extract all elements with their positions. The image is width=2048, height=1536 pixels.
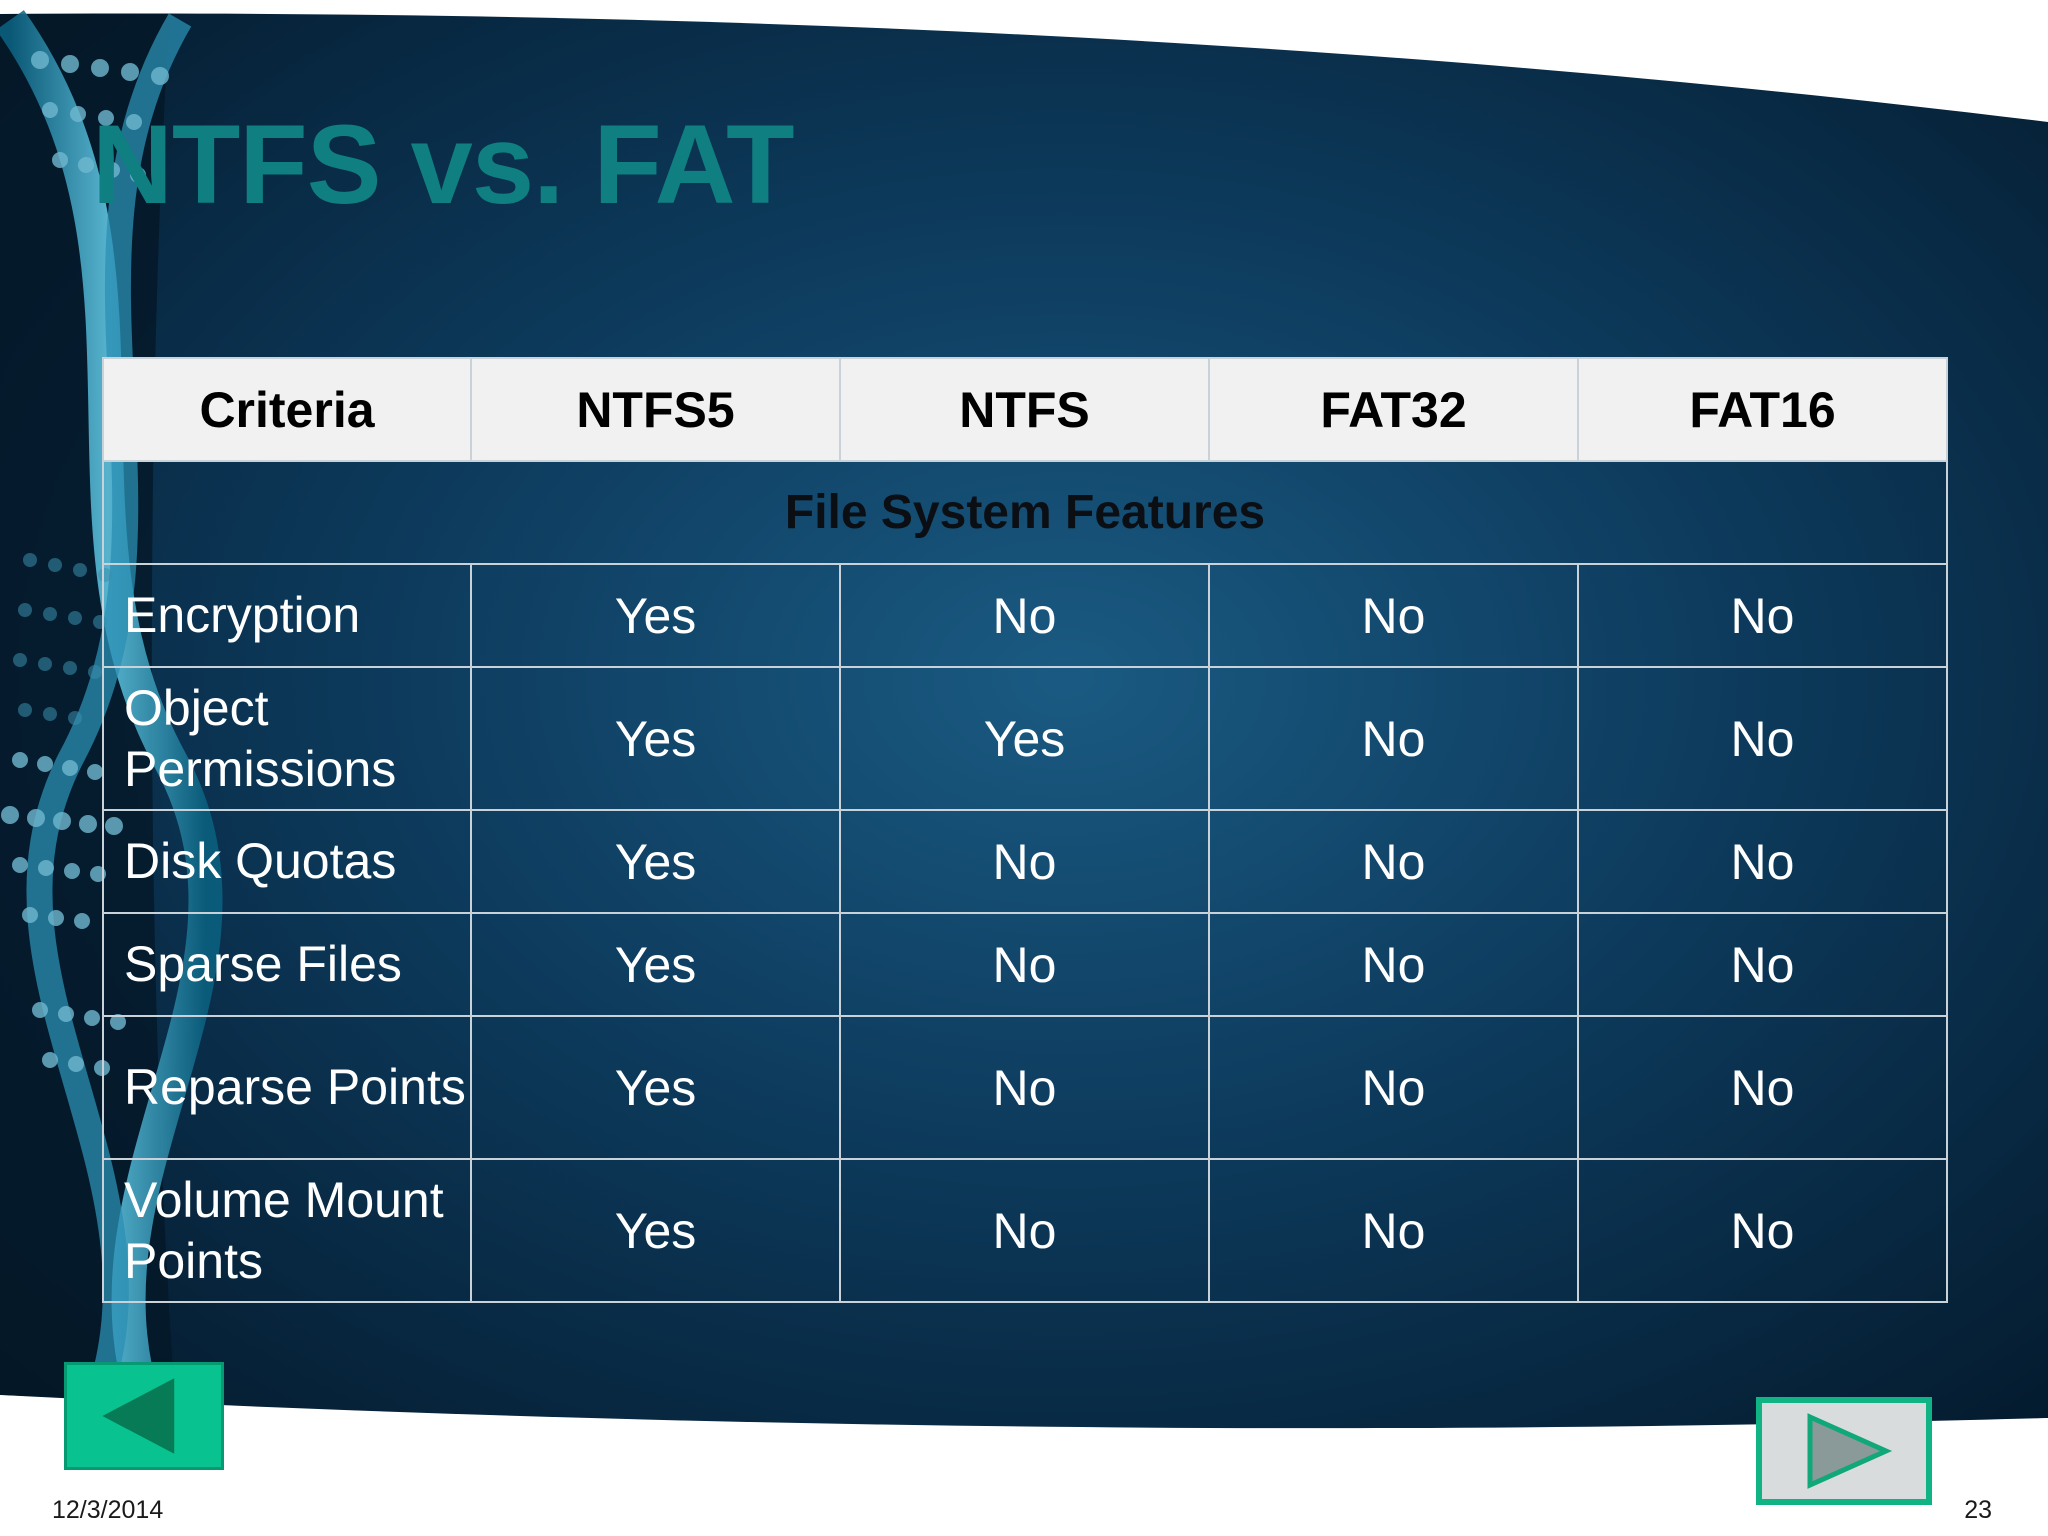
table-row: Object Permissions Yes Yes No No xyxy=(102,666,1948,811)
column-header-fat32: FAT32 xyxy=(1208,357,1579,462)
slide-date: 12/3/2014 xyxy=(52,1496,164,1524)
ntfs-cell: No xyxy=(839,1158,1210,1303)
column-header-ntfs: NTFS xyxy=(839,357,1210,462)
table-section-row: File System Features xyxy=(102,460,1948,565)
ntfs5-cell: Yes xyxy=(470,666,841,811)
column-header-ntfs5: NTFS5 xyxy=(470,357,841,462)
table-row: Reparse Points Yes No No No xyxy=(102,1015,1948,1160)
slide-title: NTFS vs. FAT xyxy=(92,102,795,227)
fat16-cell: No xyxy=(1577,912,1948,1017)
ntfs5-cell: Yes xyxy=(470,912,841,1017)
ntfs-cell: No xyxy=(839,563,1210,668)
table-row: Sparse Files Yes No No No xyxy=(102,912,1948,1017)
fat32-cell: No xyxy=(1208,1015,1579,1160)
ntfs5-cell: Yes xyxy=(470,563,841,668)
ntfs5-cell: Yes xyxy=(470,1015,841,1160)
fat16-cell: No xyxy=(1577,563,1948,668)
fat16-cell: No xyxy=(1577,809,1948,914)
ntfs-cell: No xyxy=(839,809,1210,914)
next-slide-button[interactable] xyxy=(1756,1397,1932,1505)
fat32-cell: No xyxy=(1208,809,1579,914)
criteria-cell: Sparse Files xyxy=(102,912,472,1017)
criteria-cell: Volume Mount Points xyxy=(102,1158,472,1303)
previous-slide-button[interactable] xyxy=(64,1362,224,1470)
ntfs-cell: No xyxy=(839,912,1210,1017)
column-header-fat16: FAT16 xyxy=(1577,357,1948,462)
column-header-criteria: Criteria xyxy=(102,357,472,462)
triangle-left-icon xyxy=(102,1378,175,1454)
criteria-cell: Reparse Points xyxy=(102,1015,472,1160)
ntfs5-cell: Yes xyxy=(470,1158,841,1303)
fat16-cell: No xyxy=(1577,1015,1948,1160)
table-row: Disk Quotas Yes No No No xyxy=(102,809,1948,914)
section-label: File System Features xyxy=(102,460,1948,565)
criteria-cell: Object Permissions xyxy=(102,666,472,811)
table-row: Volume Mount Points Yes No No No xyxy=(102,1158,1948,1303)
criteria-cell: Disk Quotas xyxy=(102,809,472,914)
fat32-cell: No xyxy=(1208,563,1579,668)
ntfs5-cell: Yes xyxy=(470,809,841,914)
fat16-cell: No xyxy=(1577,666,1948,811)
criteria-cell: Encryption xyxy=(102,563,472,668)
fat32-cell: No xyxy=(1208,912,1579,1017)
comparison-table: Criteria NTFS5 NTFS FAT32 FAT16 File Sys… xyxy=(102,357,1948,1303)
triangle-right-icon xyxy=(1807,1413,1893,1489)
slide-page-number: 23 xyxy=(1964,1496,1992,1524)
ntfs-cell: No xyxy=(839,1015,1210,1160)
table-header-row: Criteria NTFS5 NTFS FAT32 FAT16 xyxy=(102,357,1948,462)
fat16-cell: No xyxy=(1577,1158,1948,1303)
fat32-cell: No xyxy=(1208,666,1579,811)
ntfs-cell: Yes xyxy=(839,666,1210,811)
fat32-cell: No xyxy=(1208,1158,1579,1303)
table-row: Encryption Yes No No No xyxy=(102,563,1948,668)
